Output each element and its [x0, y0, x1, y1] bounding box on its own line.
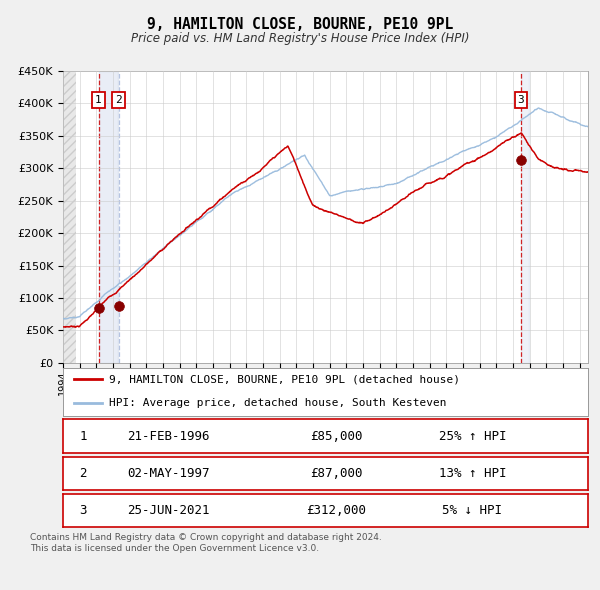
Text: 25-JUN-2021: 25-JUN-2021	[127, 504, 209, 517]
Text: Price paid vs. HM Land Registry's House Price Index (HPI): Price paid vs. HM Land Registry's House …	[131, 32, 469, 45]
Text: £85,000: £85,000	[310, 430, 362, 443]
Text: 3: 3	[518, 95, 524, 105]
Text: 1: 1	[79, 430, 87, 443]
Text: 5% ↓ HPI: 5% ↓ HPI	[443, 504, 503, 517]
Text: Contains HM Land Registry data © Crown copyright and database right 2024.
This d: Contains HM Land Registry data © Crown c…	[30, 533, 382, 553]
Text: 13% ↑ HPI: 13% ↑ HPI	[439, 467, 506, 480]
Bar	[98, 71, 118, 363]
Text: £87,000: £87,000	[310, 467, 362, 480]
Text: 02-MAY-1997: 02-MAY-1997	[127, 467, 209, 480]
Text: 1: 1	[95, 95, 102, 105]
Text: 2: 2	[79, 467, 87, 480]
Text: 25% ↑ HPI: 25% ↑ HPI	[439, 430, 506, 443]
Text: 3: 3	[79, 504, 87, 517]
Text: 2: 2	[115, 95, 122, 105]
Text: 9, HAMILTON CLOSE, BOURNE, PE10 9PL: 9, HAMILTON CLOSE, BOURNE, PE10 9PL	[147, 17, 453, 31]
Text: 9, HAMILTON CLOSE, BOURNE, PE10 9PL (detached house): 9, HAMILTON CLOSE, BOURNE, PE10 9PL (det…	[109, 374, 460, 384]
Bar	[521, 71, 529, 363]
Text: HPI: Average price, detached house, South Kesteven: HPI: Average price, detached house, Sout…	[109, 398, 446, 408]
Text: £312,000: £312,000	[306, 504, 366, 517]
Text: 21-FEB-1996: 21-FEB-1996	[127, 430, 209, 443]
